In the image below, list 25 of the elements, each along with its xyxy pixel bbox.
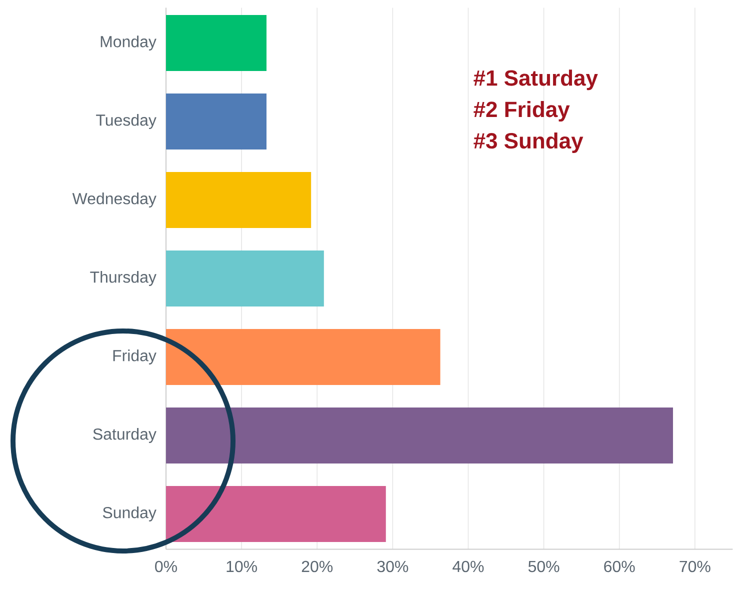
y-tick-label: Wednesday bbox=[72, 192, 156, 208]
y-tick-label: Monday bbox=[100, 36, 156, 50]
x-tick-label: 30% bbox=[377, 560, 408, 572]
annotation: #2 Friday bbox=[474, 101, 570, 122]
x-tick-label: 20% bbox=[302, 560, 333, 572]
x-tick-label: 70% bbox=[680, 560, 710, 572]
x-tick-label: 60% bbox=[604, 560, 635, 572]
x-tick-label: 10% bbox=[226, 560, 258, 572]
y-tick-label: Friday bbox=[113, 350, 156, 364]
bar bbox=[166, 15, 266, 72]
bar bbox=[166, 172, 312, 228]
x-tick-label: 40% bbox=[452, 560, 484, 572]
bar bbox=[166, 250, 324, 306]
bar bbox=[166, 486, 386, 542]
bar bbox=[166, 328, 440, 385]
x-tick-label: 50% bbox=[528, 560, 560, 572]
x-tick-label: 0% bbox=[155, 560, 177, 572]
y-tick-label: Tuesday bbox=[96, 114, 156, 129]
bar bbox=[166, 407, 674, 464]
y-tick-label: Saturday bbox=[93, 428, 156, 443]
annotation: #3 Sunday bbox=[474, 132, 584, 153]
bar bbox=[166, 94, 266, 150]
y-tick-label: Sunday bbox=[102, 506, 156, 522]
annotation: #1 Saturday bbox=[474, 70, 598, 90]
y-tick-label: Thursday bbox=[90, 271, 156, 286]
